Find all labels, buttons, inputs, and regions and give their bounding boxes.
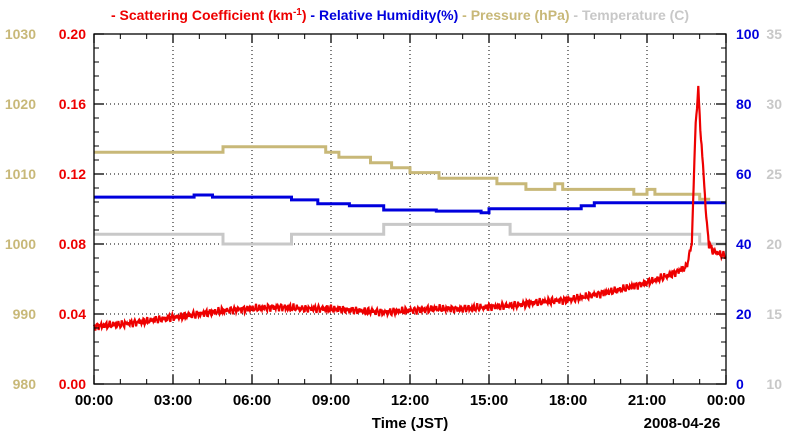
humidity-tick-label: 40 (736, 236, 752, 252)
legend: - Scattering Coefficient (km-1) - Relati… (111, 7, 689, 24)
date-label: 2008-04-26 (644, 415, 721, 432)
scattering-tick-label: 0.16 (59, 96, 86, 112)
temperature-tick-label: 15 (766, 306, 782, 322)
legend-superscript: -1 (293, 7, 302, 18)
humidity-tick-label: 100 (736, 26, 760, 42)
temperature-tick-label: 35 (766, 26, 782, 42)
x-tick-label: 18:00 (549, 392, 587, 409)
x-tick-label: 21:00 (628, 392, 666, 409)
x-tick-label: 03:00 (154, 392, 192, 409)
legend-suffix: ) (302, 7, 307, 23)
legend-entry-pressure: - Pressure (hPa) (458, 7, 569, 23)
legend-text: - Scattering Coefficient (km-1) - Relati… (111, 7, 689, 24)
humidity-tick-label: 60 (736, 166, 752, 182)
x-tick-label: 15:00 (470, 392, 508, 409)
scattering-tick-label: 0.20 (59, 26, 86, 42)
pressure-tick-label: 1000 (5, 236, 36, 252)
pressure-tick-label: 1010 (5, 166, 36, 182)
temperature-tick-label: 10 (766, 376, 782, 392)
humidity-tick-label: 0 (736, 376, 744, 392)
temperature-tick-label: 30 (766, 96, 782, 112)
x-tick-label: 09:00 (312, 392, 350, 409)
legend-entry-temperature: - Temperature (C) (570, 7, 690, 23)
legend-entry-scattering: - Scattering Coefficient (km (111, 7, 293, 23)
series-pressure (94, 145, 711, 201)
series-layer (92, 85, 727, 332)
temperature-tick-label: 20 (766, 236, 782, 252)
x-tick-label: 00:00 (707, 392, 745, 409)
pressure-tick-label: 980 (13, 376, 37, 392)
series-line-temperature (94, 222, 726, 246)
y-axes: 98099010001010102010300.000.040.080.120.… (5, 26, 782, 392)
humidity-tick-label: 20 (736, 306, 752, 322)
temperature-tick-label: 25 (766, 166, 782, 182)
series-line-scattering (92, 85, 727, 332)
x-tick-label: 12:00 (391, 392, 429, 409)
humidity-tick-label: 80 (736, 96, 752, 112)
series-temperature (94, 222, 726, 246)
pressure-tick-label: 1020 (5, 96, 36, 112)
x-tick-label: 00:00 (75, 392, 113, 409)
series-humidity (94, 193, 726, 215)
pressure-tick-label: 990 (13, 306, 37, 322)
scattering-tick-label: 0.12 (59, 166, 86, 182)
scattering-tick-label: 0.00 (59, 376, 86, 392)
scattering-tick-label: 0.08 (59, 236, 86, 252)
series-scattering (92, 85, 727, 332)
x-tick-label: 06:00 (233, 392, 271, 409)
series-line-pressure (94, 145, 711, 201)
scattering-tick-label: 0.04 (59, 306, 86, 322)
x-axis: 00:00 03:00 06:00 09:00 12:00 15:00 18:00 21:00… (75, 34, 745, 409)
x-axis-label: Time (JST) (372, 415, 448, 432)
legend-entry-humidity: - Relative Humidity(%) (307, 7, 459, 23)
series-line-humidity (94, 193, 726, 215)
pressure-tick-label: 1030 (5, 26, 36, 42)
